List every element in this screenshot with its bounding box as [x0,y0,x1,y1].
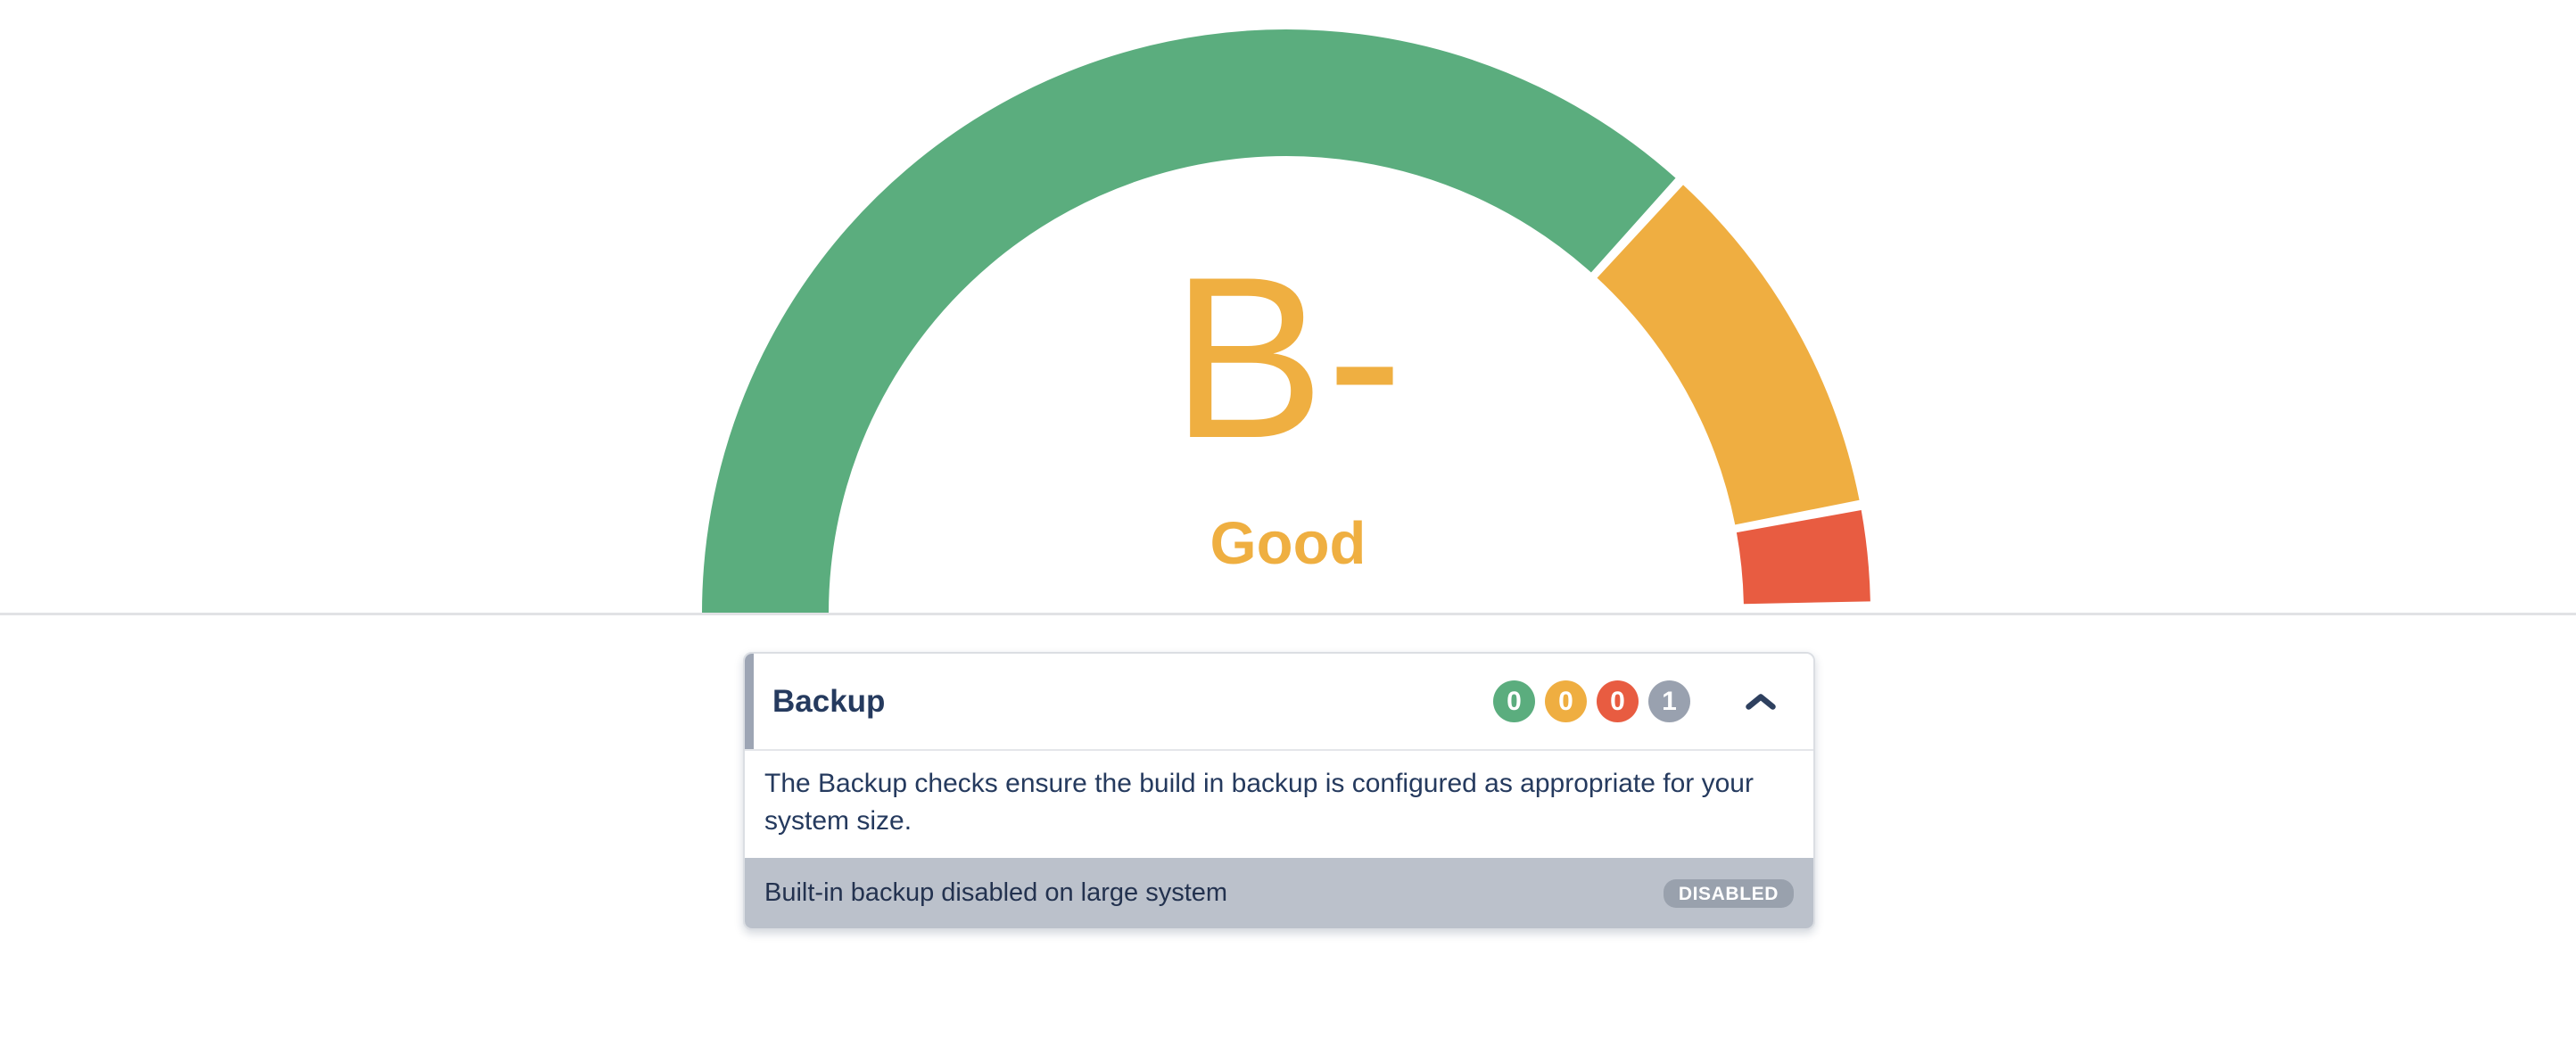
gauge-segment-green [702,29,1676,614]
section-divider [0,613,2576,615]
status-count-badge-gray: 1 [1648,680,1690,722]
status-count-badges: 0 0 0 1 [1493,680,1690,722]
gauge-segment-red [1736,510,1870,606]
collapse-button[interactable] [1746,693,1776,710]
panel-title: Backup [772,683,886,719]
check-row-text: Built-in backup disabled on large system [764,878,1228,907]
panel-accent-bar [745,654,754,749]
status-count-badge-green: 0 [1493,680,1535,722]
status-count-badge-red: 0 [1597,680,1639,722]
gauge-grade: B- [1171,228,1405,486]
chevron-up-icon [1746,693,1776,710]
gauge-segment-yellow [1596,185,1860,526]
check-row[interactable]: Built-in backup disabled on large system… [745,858,1813,928]
backup-panel: Backup 0 0 0 1 The Backup checks ensure … [743,652,1815,930]
status-lozenge: DISABLED [1663,878,1794,908]
gauge-grade-label: Good [1210,510,1366,577]
gauge-arc [702,29,1870,614]
backup-panel-header[interactable]: Backup 0 0 0 1 [745,654,1813,751]
status-count-badge-yellow: 0 [1545,680,1587,722]
panel-description: The Backup checks ensure the build in ba… [745,751,1813,858]
